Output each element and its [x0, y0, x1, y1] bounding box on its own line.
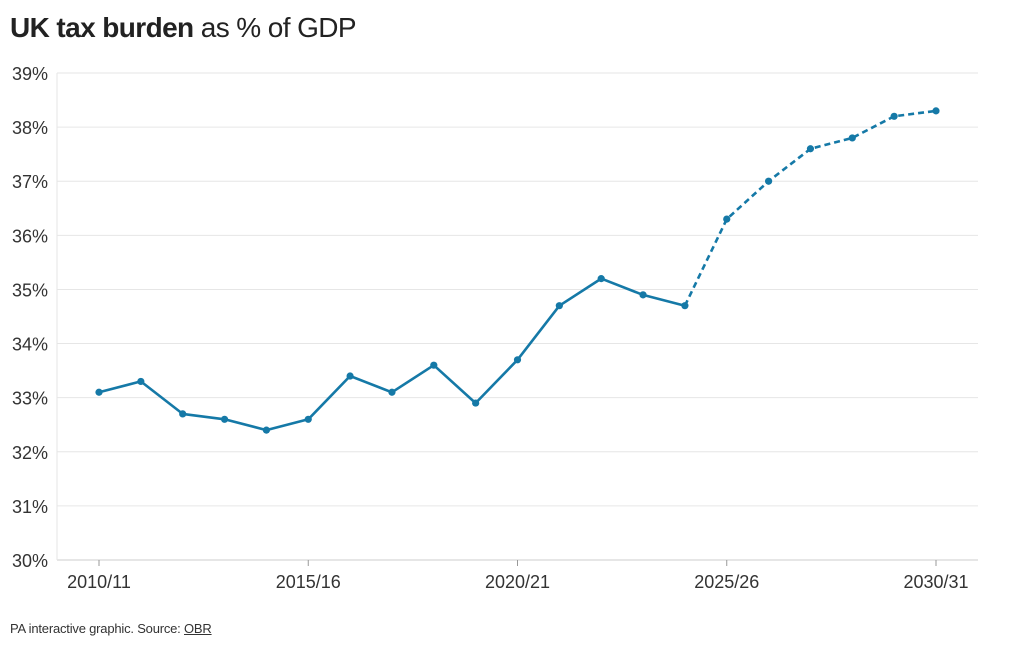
data-point: [681, 302, 689, 310]
footer-source: PA interactive graphic. Source: OBR: [10, 621, 212, 636]
y-tick-label: 35%: [12, 280, 48, 300]
data-point: [555, 302, 563, 310]
data-point: [179, 410, 187, 418]
line-chart: 30%31%32%33%34%35%36%37%38%39% 2010/11 20…: [12, 64, 978, 592]
y-tick-label: 39%: [12, 64, 48, 84]
chart-title-bold: UK tax burden: [10, 12, 194, 43]
y-tick-label: 37%: [12, 172, 48, 192]
data-point: [597, 275, 605, 283]
gridlines: [57, 72, 978, 561]
data-point: [430, 361, 438, 369]
chart-title-rest: as % of GDP: [193, 12, 357, 43]
series-lines: [98, 109, 937, 432]
data-point: [137, 377, 145, 386]
data-point: [765, 177, 773, 185]
y-tick-label: 30%: [12, 551, 48, 571]
x-tick-label: 2025/26: [694, 572, 759, 592]
x-tick-label: 2015/16: [276, 572, 341, 592]
y-tick-label: 32%: [12, 443, 48, 463]
data-point: [513, 356, 522, 364]
data-point: [890, 112, 898, 120]
data-point: [388, 388, 396, 396]
y-tick-label: 36%: [12, 226, 48, 246]
data-point: [95, 388, 103, 396]
y-axis: 30% 31% 32% 33% 34% 35% 36% 37% 38% 39%: [12, 64, 58, 571]
x-tick-label: 2020/21: [485, 572, 550, 592]
chart-title: UK tax burden as % of GDP: [10, 10, 357, 46]
data-point: [848, 134, 856, 142]
series-line-outturn: [98, 277, 686, 432]
y-tick-label: 34%: [12, 335, 48, 355]
y-tick-label: 31%: [12, 497, 48, 517]
data-point: [472, 399, 480, 407]
data-point: [220, 415, 229, 423]
x-tick-label: 2010/11: [67, 572, 131, 592]
series-line-forecast: [683, 109, 937, 307]
data-point: [304, 415, 312, 423]
data-points: [95, 107, 940, 434]
y-tick-label: 33%: [12, 389, 48, 409]
data-point: [346, 372, 354, 380]
data-point: [262, 426, 270, 434]
data-point: [639, 291, 647, 299]
source-link[interactable]: OBR: [184, 621, 212, 636]
x-tick-label: 2030/31: [903, 572, 968, 592]
x-axis: 2010/11 2015/16 2020/21 2025/26 2030/31: [67, 560, 969, 592]
y-tick-label: 38%: [12, 118, 48, 138]
data-point: [806, 145, 815, 153]
data-point: [723, 215, 731, 223]
data-point: [932, 107, 940, 115]
footer-text: PA interactive graphic. Source:: [10, 621, 185, 636]
